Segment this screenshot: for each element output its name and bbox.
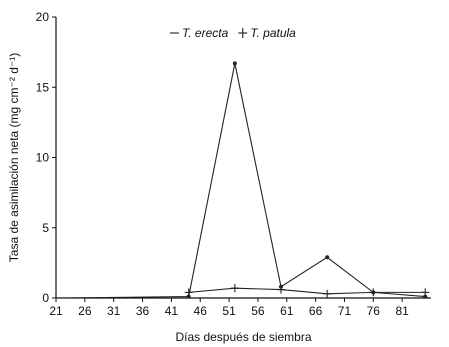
y-axis-label: Tasa de asimilación neta (mg cm⁻² d⁻¹) <box>7 53 21 262</box>
data-point-plus <box>230 284 239 293</box>
y-tick-label: 5 <box>42 221 49 235</box>
x-tick-label: 76 <box>367 304 381 318</box>
x-tick-label: 66 <box>309 304 323 318</box>
x-tick-label: 56 <box>251 304 265 318</box>
series-layer <box>55 61 430 299</box>
data-point-plus <box>421 288 430 297</box>
x-tick-label: 41 <box>165 304 179 318</box>
series-line <box>55 63 426 299</box>
x-tick-label: 71 <box>338 304 352 318</box>
legend: T. erecta T. patula <box>170 26 296 40</box>
legend-label: T. patula <box>250 26 296 40</box>
legend-label: T. erecta <box>182 26 229 40</box>
x-tick-label: 36 <box>136 304 150 318</box>
legend-item-0: T. erecta <box>170 26 229 40</box>
x-tick-label: 26 <box>78 304 92 318</box>
legend-item-1: T. patula <box>238 26 296 40</box>
axes <box>55 17 431 299</box>
x-ticks: 21 26 31 36 41 46 51 56 61 66 71 76 81 <box>49 298 409 318</box>
data-point-dot <box>423 294 428 299</box>
y-ticks: 0 5 10 15 20 <box>36 10 56 305</box>
data-point-plus <box>277 285 285 294</box>
series-1 <box>184 284 430 298</box>
x-tick-label: 61 <box>280 304 294 318</box>
y-tick-label: 0 <box>42 291 49 305</box>
x-axis-label: Días después de siembra <box>175 330 311 344</box>
data-point-plus <box>369 288 378 297</box>
x-tick-label: 46 <box>194 304 208 318</box>
series-0 <box>55 61 428 299</box>
data-point-dot <box>186 294 191 299</box>
x-tick-label: 81 <box>395 304 409 318</box>
data-point-plus <box>184 288 193 297</box>
x-tick-label: 31 <box>107 304 121 318</box>
y-tick-label: 20 <box>36 10 50 24</box>
x-tick-label: 51 <box>222 304 236 318</box>
series-line <box>188 287 426 295</box>
y-tick-label: 10 <box>36 151 50 165</box>
data-point-dot <box>232 61 237 66</box>
data-point-dot <box>325 255 330 260</box>
x-tick-label: 21 <box>49 304 63 318</box>
y-tick-label: 15 <box>36 80 50 94</box>
data-point-plus <box>323 289 332 298</box>
